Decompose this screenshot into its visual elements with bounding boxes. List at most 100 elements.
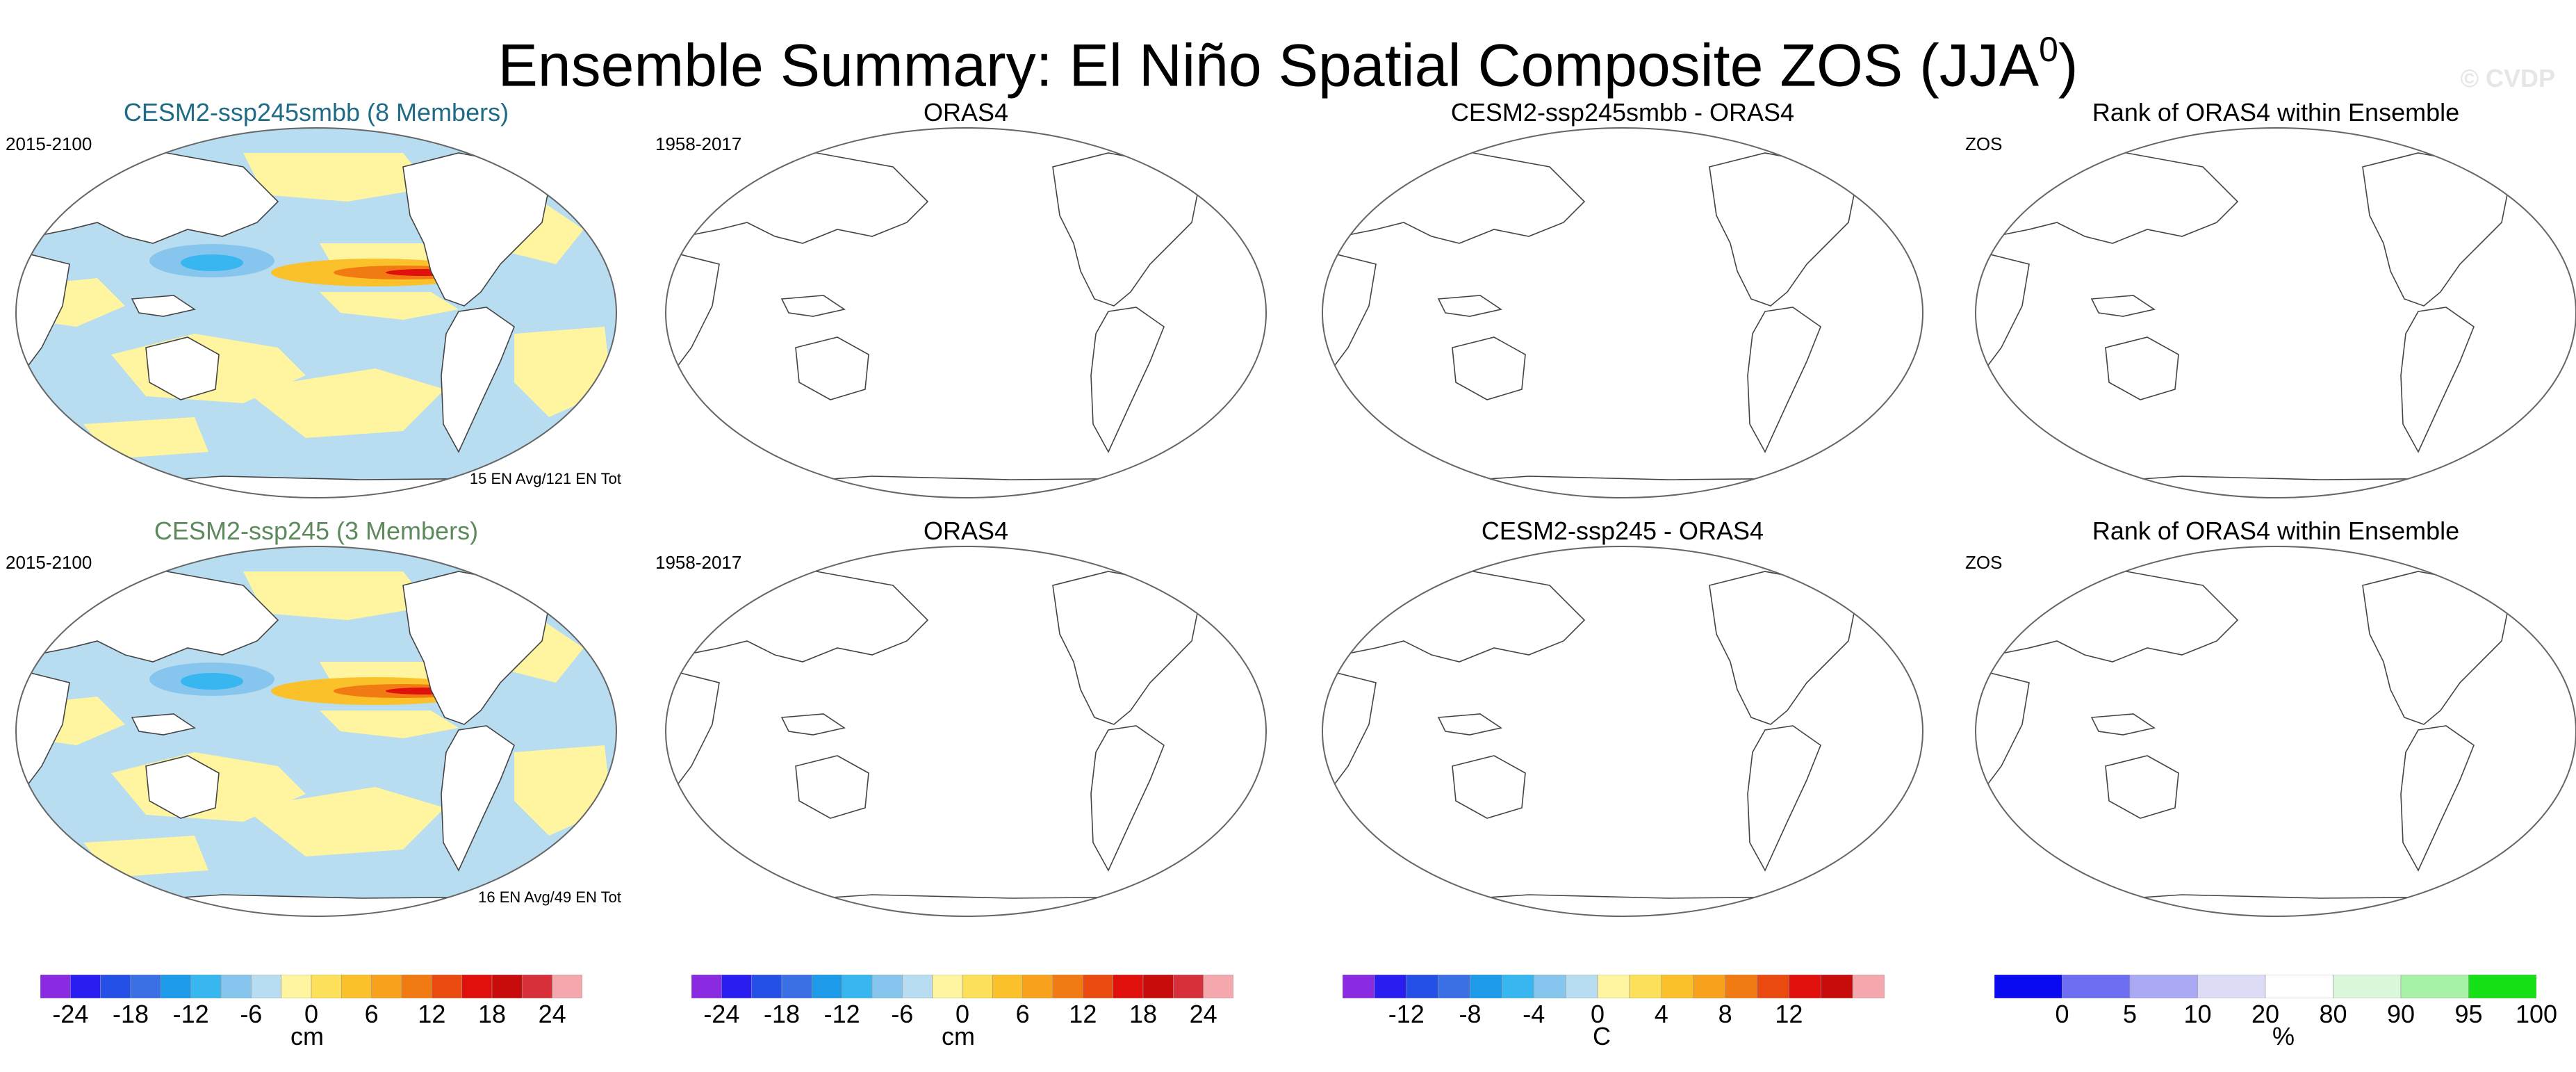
landmass-australia <box>145 755 220 819</box>
map-panel: ORAS4 1958-2017 <box>655 97 1268 498</box>
colorbar-unit-label: % <box>2272 1022 2295 1050</box>
colorbar-tick-label: 0 <box>304 1000 319 1028</box>
colorbar-swatch <box>781 975 812 998</box>
landmass-southAmerica <box>2400 307 2475 453</box>
map-panel: CESM2-ssp245 (3 Members) 2015-2100 16 EN A… <box>6 516 621 917</box>
colorbar-swatch <box>70 975 101 998</box>
landmass-antarctica <box>2028 894 2530 916</box>
landmass-australia <box>2105 755 2179 819</box>
landmass-africa <box>16 667 70 795</box>
colorbar-swatch <box>932 975 963 998</box>
world-map <box>15 546 617 917</box>
world-map <box>665 127 1267 498</box>
colorbar-tick-label: 95 <box>2454 1000 2483 1028</box>
landmass-southAmerica <box>1090 307 1165 453</box>
panel-title: CESM2-ssp245 (3 Members) <box>154 517 479 545</box>
landmass-indonesia <box>780 713 846 736</box>
yellow-anomaly-region <box>320 292 459 320</box>
colorbar-swatch <box>130 975 161 998</box>
panel-period-label: 1958-2017 <box>655 552 742 573</box>
panel-period-label: 1958-2017 <box>655 133 742 154</box>
colorbar-swatch <box>2265 975 2333 998</box>
negative-anomaly-core <box>181 254 243 271</box>
colorbar-swatch <box>190 975 222 998</box>
colorbar-swatch <box>1789 975 1821 998</box>
world-map <box>1322 546 1923 917</box>
map-panel: Rank of ORAS4 within Ensemble ZOS <box>1965 97 2576 498</box>
colorbar-tick-label: -12 <box>172 1000 209 1028</box>
colorbar-swatch <box>1203 975 1233 998</box>
colorbar-swatch <box>1597 975 1630 998</box>
colorbar-tick-label: -6 <box>240 1000 263 1028</box>
landmass-southAmerica <box>2400 725 2475 872</box>
colorbar-swatch <box>721 975 752 998</box>
map-panel: CESM2-ssp245smbb - ORAS4 <box>1320 97 1925 498</box>
colorbar-swatch <box>2400 975 2469 998</box>
landmass-southAmerica <box>1747 725 1821 872</box>
panel-title: Rank of ORAS4 within Ensemble <box>2092 517 2460 545</box>
colorbar-tick-label: 8 <box>1718 1000 1732 1028</box>
figure-title-text: Ensemble Summary: El Niño Spatial Compos… <box>498 32 2040 99</box>
colorbar-swatch <box>1374 975 1407 998</box>
landmass-northAmerica <box>1709 571 1856 725</box>
landmass-africa <box>16 249 70 376</box>
colorbar-tick-label: 6 <box>364 1000 379 1028</box>
landmass-southAmerica <box>1747 307 1821 453</box>
colorbar-swatch <box>100 975 131 998</box>
colorbar-swatch <box>2468 975 2536 998</box>
colorbar-swatch <box>432 975 462 998</box>
figure-title-superscript: 0 <box>2039 30 2058 69</box>
colorbar-tick-label: -18 <box>112 1000 149 1028</box>
map-border <box>1975 546 2576 917</box>
colorbar <box>40 975 582 998</box>
figure-title-close: ) <box>2058 32 2078 99</box>
colorbar-tick-label: -24 <box>703 1000 740 1028</box>
landmass-indonesia <box>1437 713 1503 736</box>
landmass-northAmerica <box>1052 152 1199 307</box>
colorbar-swatch <box>902 975 933 998</box>
landmass-antarctica <box>2028 476 2530 498</box>
colorbar-swatch <box>1438 975 1470 998</box>
colorbar-swatch <box>2333 975 2402 998</box>
yellow-anomaly-region <box>83 417 208 459</box>
colorbar-tick-label: 20 <box>2251 1000 2280 1028</box>
colorbar-swatch <box>1820 975 1853 998</box>
colorbar-swatch <box>842 975 873 998</box>
colorbar-swatch <box>2062 975 2131 998</box>
map-border <box>15 127 617 498</box>
colorbar-swatch <box>522 975 552 998</box>
colorbar-swatch <box>401 975 432 998</box>
colorbar-swatch <box>1083 975 1113 998</box>
landmass-australia <box>1452 336 1526 400</box>
yellow-anomaly-region <box>243 571 431 620</box>
colorbar-tick-label: -12 <box>1388 1000 1425 1028</box>
world-map <box>665 546 1267 917</box>
world-map <box>1975 127 2576 498</box>
colorbar-tick-label: 4 <box>1654 1000 1668 1028</box>
map-border <box>665 127 1267 498</box>
colorbar-swatch <box>1757 975 1789 998</box>
yellow-anomaly-region <box>243 368 445 438</box>
colorbar-swatch <box>1052 975 1083 998</box>
map-border <box>15 546 617 917</box>
world-map <box>1975 546 2576 917</box>
landmass-northAmerica <box>2362 152 2509 307</box>
colorbar-tick-label: 90 <box>2386 1000 2415 1028</box>
colorbar-swatch <box>1565 975 1598 998</box>
landmass-africa <box>1322 667 1377 795</box>
landmass-indonesia <box>131 713 197 736</box>
panel-event-count-label: 15 EN Avg/121 EN Tot <box>469 470 621 487</box>
colorbar-swatch <box>2129 975 2198 998</box>
colorbar-swatch <box>1725 975 1757 998</box>
colorbar-tick-label: 100 <box>2516 1000 2558 1028</box>
map-panel: ORAS4 1958-2017 <box>655 516 1268 917</box>
colorbar-swatch <box>40 975 71 998</box>
colorbar-unit-label: cm <box>942 1022 975 1050</box>
landmass-northAmerica <box>1709 152 1856 307</box>
yellow-anomaly-region <box>83 836 208 877</box>
colorbar-tick-label: -4 <box>1523 1000 1545 1028</box>
panel-title: CESM2-ssp245smbb (8 Members) <box>123 98 509 127</box>
landmass-africa <box>1976 249 2030 376</box>
colorbar-tick-label: 6 <box>1015 1000 1030 1028</box>
landmass-antarctica <box>719 476 1220 498</box>
